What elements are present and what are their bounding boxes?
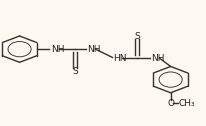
Text: S: S: [133, 32, 139, 40]
Text: HN: HN: [113, 54, 126, 63]
Text: CH₃: CH₃: [178, 99, 194, 108]
Text: O: O: [166, 99, 173, 108]
Text: NH: NH: [86, 45, 100, 54]
Text: NH: NH: [51, 45, 64, 54]
Text: S: S: [72, 67, 78, 76]
Text: NH: NH: [150, 54, 163, 63]
